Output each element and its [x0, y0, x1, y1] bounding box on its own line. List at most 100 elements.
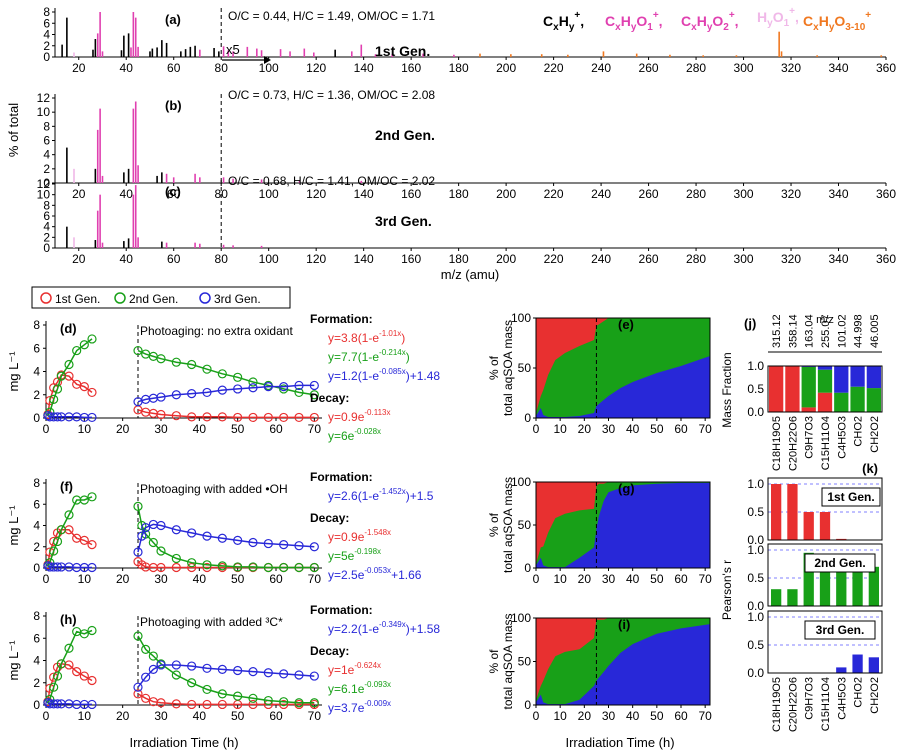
formation-heading: Formation: [310, 470, 373, 484]
data-point [171, 553, 181, 564]
legend-glyph: , [795, 9, 799, 25]
condition-note: Photoaging: no extra oxidant [140, 324, 293, 338]
data-point [156, 354, 166, 364]
correlation-bar [771, 484, 782, 540]
fraction-bar-segment [866, 388, 881, 412]
x-tick-label: 220 [544, 252, 564, 266]
x-tick-label: 340 [828, 61, 848, 75]
data-point [79, 671, 89, 681]
x-tick-label: 140 [354, 61, 374, 75]
spectra-x-axis-label: m/z (amu) [441, 267, 500, 282]
data-point [43, 561, 53, 571]
x-tick-label: 0 [533, 422, 540, 436]
data-point [294, 387, 304, 398]
formula-tick-label: C4H5O3 [836, 677, 848, 720]
data-point [217, 533, 227, 543]
x-tick-label: 10 [553, 709, 567, 723]
fraction-bar-segment [769, 366, 784, 412]
data-point [309, 671, 319, 681]
x-tick-label: 240 [591, 187, 611, 201]
data-point [202, 531, 212, 541]
y-axis-label: Pearson's r [720, 560, 734, 620]
data-point [171, 411, 181, 421]
data-point [72, 667, 82, 677]
legend-label-2: 2nd Gen. [129, 292, 178, 306]
correlation-bar [771, 589, 782, 606]
decay-equation: y=6.1e-0.093x [328, 680, 391, 696]
y-tick-label: 100 [511, 311, 531, 325]
y-tick-label: 0.0 [747, 666, 764, 680]
x-tick-label: 30 [602, 422, 616, 436]
data-point [156, 546, 166, 556]
y-tick-label: 1.0 [747, 477, 764, 491]
data-point [133, 682, 143, 692]
y-tick-label: 2 [33, 676, 40, 690]
x-tick-label: 60 [674, 422, 688, 436]
subpanel-title-box [804, 553, 876, 573]
data-point [248, 383, 258, 393]
y-tick-label: 2 [33, 540, 40, 554]
formula-tick-label: C15H11O4 [820, 677, 832, 731]
data-point [43, 698, 53, 708]
x-tick-label: 100 [259, 61, 279, 75]
data-point [133, 501, 143, 511]
data-point [233, 535, 243, 545]
legend-glyph: O [773, 9, 784, 25]
data-point [52, 671, 63, 681]
y-tick-label: 2 [43, 162, 50, 176]
x-tick-label: 200 [496, 61, 516, 75]
y-axis-label: % oftotal aqSOA mass [487, 320, 515, 416]
x-tick-label: 40 [193, 709, 207, 723]
data-point [56, 371, 66, 381]
x-tick-label: 160 [401, 187, 421, 201]
formula-tick-label: C9H7O3 [804, 416, 816, 459]
data-point [49, 394, 59, 404]
formula-tick-label: CHO2 [853, 677, 865, 708]
data-point [49, 546, 59, 556]
legend-glyph: , [659, 13, 663, 29]
x-tick-label: 360 [876, 252, 896, 266]
y-tick-label: 0.5 [747, 382, 764, 396]
fraction-bar-segment [834, 392, 849, 412]
x-tick-label: 120 [306, 252, 326, 266]
x-tick-label: 60 [167, 187, 181, 201]
data-point [217, 369, 227, 379]
x-tick-label: 60 [269, 572, 283, 586]
panel-label: (h) [60, 612, 77, 627]
y-tick-label: 2 [43, 230, 50, 244]
formation-equation-exponent: -0.085x [379, 367, 406, 376]
y-tick-label: 50 [518, 655, 532, 669]
data-point [279, 382, 289, 392]
data-point [248, 537, 258, 548]
decay-equation: y=0.9e-0.113x [328, 408, 390, 424]
data-point [56, 525, 66, 535]
condition-note: Photoaging with added •OH [140, 482, 288, 496]
legend-glyph: y [631, 22, 637, 33]
x-axis-label: Irradiation Time (h) [129, 735, 238, 750]
decay-equation: y=3.7e-0.009x [328, 699, 391, 715]
y-axis-label: mg L⁻¹ [6, 640, 21, 681]
x-tick-label: 70 [308, 572, 322, 586]
decay-heading: Decay: [310, 644, 349, 658]
y-axis-label: mg L⁻¹ [6, 351, 21, 392]
y-tick-label: 0.0 [747, 533, 764, 547]
data-point [187, 359, 197, 370]
y-tick-label: 50 [518, 518, 532, 532]
y-tick-label: 0 [33, 411, 40, 425]
data-point [79, 629, 89, 639]
data-point [217, 689, 227, 699]
y-tick-label: 0.5 [747, 505, 764, 519]
x-tick-label: 70 [308, 422, 322, 436]
decay-equation-base: y=5e [328, 549, 355, 563]
area-panel-e: 0 50 100 0 10 20 30 40 50 60 70 (e) % oftotal aqSOA … [487, 311, 712, 436]
formation-heading: Formation: [310, 603, 373, 617]
x-tick-label: 50 [650, 572, 664, 586]
correlation-bar [868, 566, 879, 606]
legend-glyph: y [569, 22, 575, 33]
x-tick-label: 160 [401, 61, 421, 75]
generation-legend: 1st Gen. 2nd Gen. 3rd Gen. [31, 286, 291, 309]
y-tick-label: 6 [43, 16, 50, 30]
